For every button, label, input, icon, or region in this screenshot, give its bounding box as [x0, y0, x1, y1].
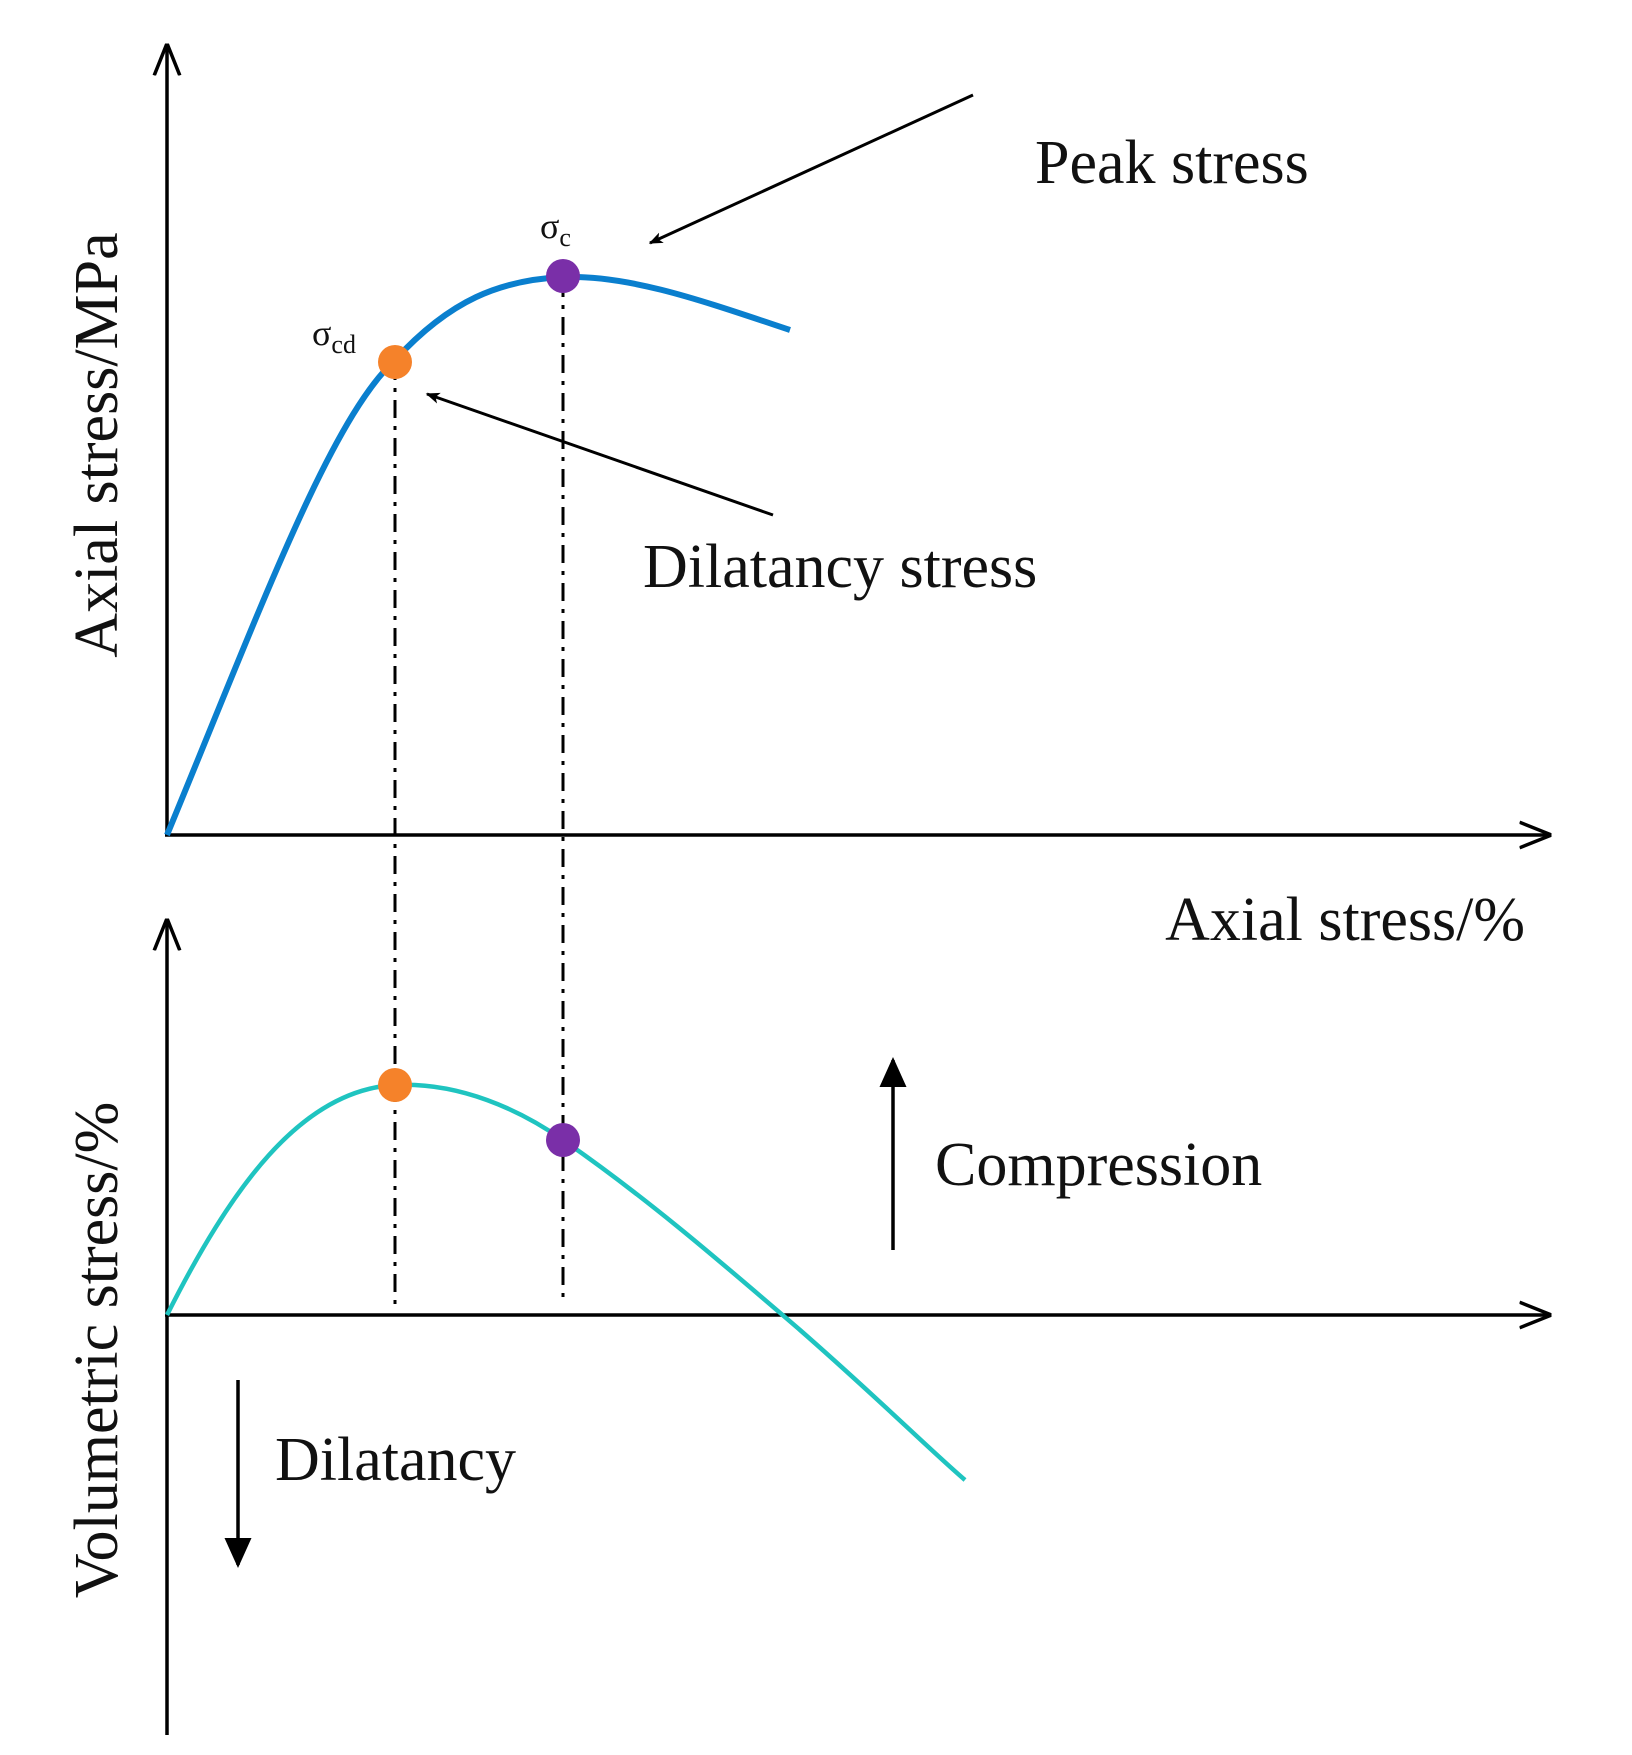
upper-y-axis-label: Axial stress/MPa	[63, 232, 131, 657]
peak-sigma-subscript: c	[559, 223, 571, 252]
dilatancy-stress-label: Dilatancy stress	[643, 533, 1037, 601]
dilatancy-stress-pointer-arrow	[425, 392, 774, 517]
peak-sigma-symbol: σ	[540, 206, 559, 246]
compression-label: Compression	[935, 1131, 1262, 1199]
dilatancy-sigma-label: σcd	[312, 313, 356, 359]
lower-dilatancy-marker	[378, 1068, 412, 1102]
upper-dilatancy-marker	[378, 345, 412, 379]
upper-x-axis-label: Axial stress/%	[1165, 886, 1525, 954]
peak-stress-pointer-arrow	[648, 93, 974, 245]
peak-sigma-label: σc	[540, 206, 571, 252]
lower-y-axis-label: Volumetric stress/%	[63, 1102, 131, 1599]
upper-peak-marker	[546, 259, 580, 293]
axial-stress-curve	[164, 273, 791, 837]
dilatancy-label: Dilatancy	[275, 1426, 516, 1494]
dilatancy-sigma-subscript: cd	[331, 330, 356, 359]
dilatancy-sigma-symbol: σ	[312, 313, 331, 353]
lower-peak-marker	[546, 1123, 580, 1157]
peak-stress-label: Peak stress	[1035, 129, 1309, 197]
